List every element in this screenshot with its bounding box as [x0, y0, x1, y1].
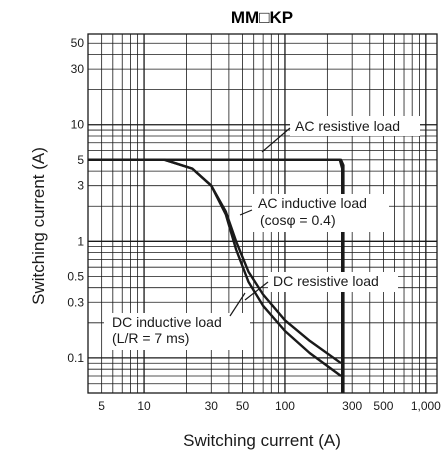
y-axis-label: Switching current (A) [29, 147, 48, 305]
y-tick-label: 10 [71, 118, 85, 132]
leader-line [261, 127, 291, 153]
y-tick-label: 0.1 [67, 351, 84, 365]
annotation-label: AC resistive load [295, 118, 400, 134]
annotation-box [252, 194, 389, 232]
annotation-box [104, 313, 250, 350]
y-tick-label: 0.5 [67, 269, 84, 283]
plot-frame [87, 33, 438, 394]
y-tick-label: 50 [71, 36, 85, 50]
x-tick-label: 300 [342, 399, 362, 413]
x-axis-ticks: 5 10 30 50 100 300 500 1,000 [98, 399, 441, 413]
x-axis-label: Switching current (A) [183, 431, 341, 450]
leader-line [239, 209, 253, 216]
y-tick-label: 3 [77, 179, 84, 193]
x-tick-label: 30 [205, 399, 219, 413]
y-tick-label: 30 [71, 62, 85, 76]
annotation-box [290, 116, 420, 136]
chart-title: MM□KP [231, 8, 293, 27]
leader-line [244, 281, 269, 301]
x-tick-label: 50 [236, 399, 250, 413]
series-line-4 [88, 158, 342, 377]
annotation-box [268, 272, 398, 292]
annotation-label: DC inductive load [112, 314, 222, 330]
x-tick-label: 10 [137, 399, 151, 413]
x-tick-label: 1,000 [411, 399, 441, 413]
leader-line [229, 292, 246, 317]
y-tick-label: 1 [77, 234, 84, 248]
y-tick-label: 5 [77, 153, 84, 167]
y-tick-label: 0.3 [67, 295, 84, 309]
annotation-label: (L/R = 7 ms) [112, 330, 189, 346]
y-axis-ticks: 0.1 0.3 0.5 1 3 5 10 30 50 [67, 36, 84, 365]
annotation-label: DC resistive load [273, 273, 379, 289]
x-tick-label: 5 [98, 399, 105, 413]
annotation-layer: AC resistive load AC inductive load(cosφ … [104, 116, 420, 350]
x-tick-label: 100 [275, 399, 295, 413]
x-tick-label: 500 [373, 399, 393, 413]
annotation-label: AC inductive load [258, 195, 367, 211]
annotation-label: (cosφ = 0.4) [260, 212, 336, 228]
